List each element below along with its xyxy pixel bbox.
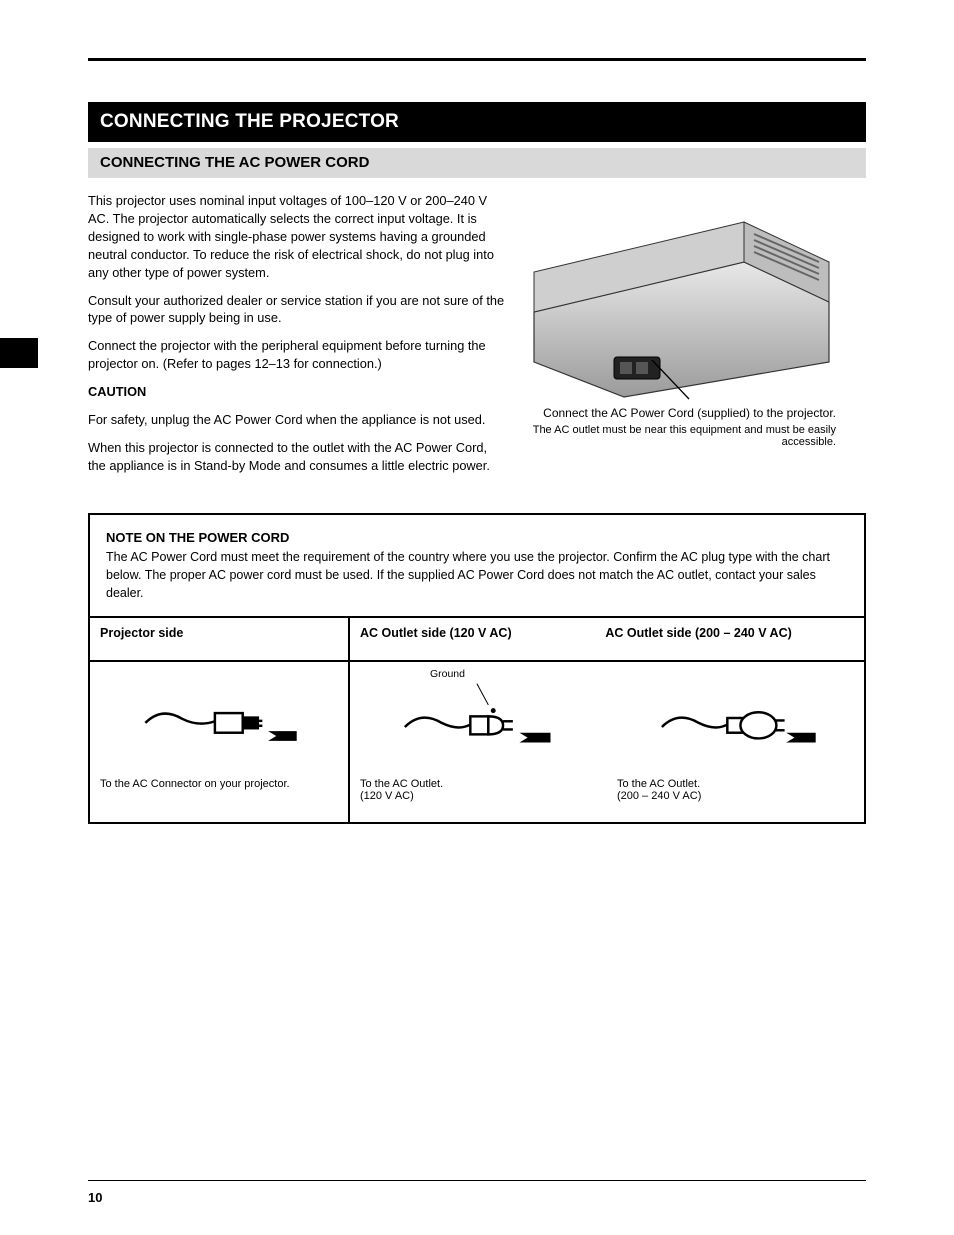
- fig-caption-line1: Connect the AC Power Cord (supplied) to …: [524, 406, 836, 420]
- chapter-tab: [0, 338, 38, 368]
- figure-column: Connect the AC Power Cord (supplied) to …: [524, 192, 866, 485]
- caution-heading: CAUTION: [88, 383, 506, 401]
- plug-projector-side: To the AC Connector on your projector.: [90, 662, 348, 822]
- outlet-side-head: AC Outlet side (120 V AC): [360, 626, 602, 640]
- intro-text: This projector uses nominal input voltag…: [88, 192, 524, 485]
- cord-image-row: To the AC Connector on your projector. G…: [90, 660, 864, 822]
- to-connector-label: To the AC Connector on your projector.: [100, 778, 338, 790]
- page-number: 10: [88, 1190, 102, 1205]
- section-subtitle: CONNECTING THE AC POWER CORD: [88, 148, 866, 178]
- plug-eu: To the AC Outlet. (200 – 240 V AC): [607, 662, 864, 822]
- caution-body-2: When this projector is connected to the …: [88, 439, 506, 475]
- para-voltage: This projector uses nominal input voltag…: [88, 192, 506, 282]
- para-connect: Connect the projector with the periphera…: [88, 337, 506, 373]
- intro-columns: This projector uses nominal input voltag…: [88, 192, 866, 485]
- cord-note-head: NOTE ON THE POWER CORD: [106, 530, 289, 545]
- col-outlet-side: AC Outlet side (120 V AC) AC Outlet side…: [348, 618, 864, 660]
- to-outlet-eu-label: To the AC Outlet. (200 – 240 V AC): [617, 778, 854, 802]
- fig-caption-line2: The AC outlet must be near this equipmen…: [524, 424, 836, 448]
- power-cord-table: NOTE ON THE POWER CORD The AC Power Cord…: [88, 513, 866, 824]
- section-title: CONNECTING THE PROJECTOR: [88, 102, 866, 142]
- caution-body: For safety, unplug the AC Power Cord whe…: [88, 411, 506, 429]
- para-dealer: Consult your authorized dealer or servic…: [88, 292, 506, 328]
- cord-note-body: The AC Power Cord must meet the requirem…: [106, 550, 830, 600]
- plug-outlet-side: Ground To the AC Outlet. (120 V AC): [348, 662, 864, 822]
- to-outlet-us-label: To the AC Outlet. (120 V AC): [360, 778, 597, 802]
- projector-side-head: Projector side: [100, 626, 338, 640]
- cord-note: NOTE ON THE POWER CORD The AC Power Cord…: [90, 515, 864, 616]
- footer-rule: [88, 1180, 866, 1182]
- plug-us: Ground To the AC Outlet. (120 V AC): [350, 662, 607, 822]
- cord-header-row: Projector side AC Outlet side (120 V AC)…: [90, 616, 864, 660]
- page: CONNECTING THE PROJECTOR CONNECTING THE …: [0, 0, 954, 1235]
- top-rule: [88, 58, 866, 61]
- figure-caption: Connect the AC Power Cord (supplied) to …: [524, 406, 866, 448]
- projector-figure: [524, 192, 834, 402]
- ground-label: Ground: [430, 668, 465, 680]
- col-projector-side: Projector side: [90, 618, 348, 660]
- outlet-side-head-2: AC Outlet side (200 – 240 V AC): [605, 626, 847, 640]
